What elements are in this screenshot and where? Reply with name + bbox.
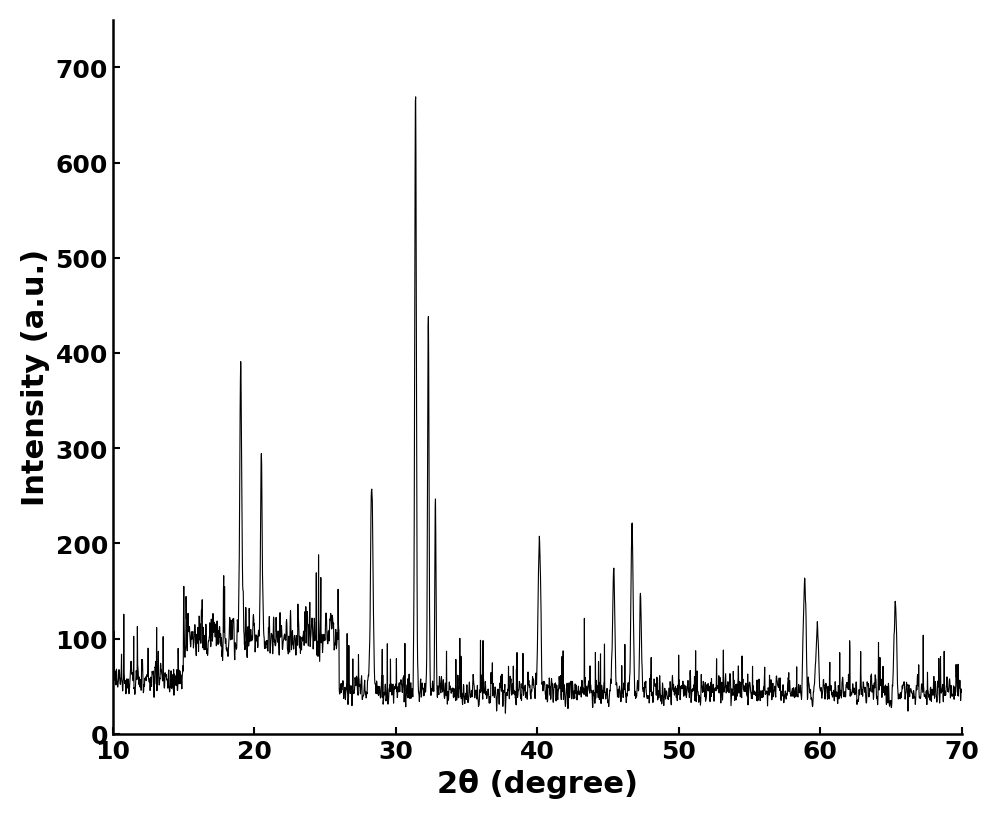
X-axis label: 2θ (degree): 2θ (degree) [437, 768, 638, 799]
Y-axis label: Intensity (a.u.): Intensity (a.u.) [21, 249, 50, 506]
